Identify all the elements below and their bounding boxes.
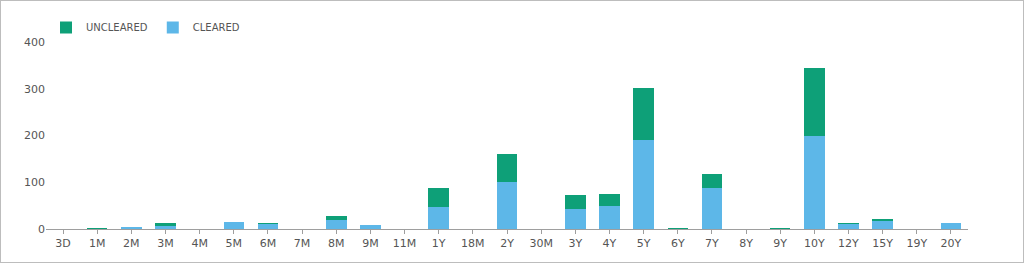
- svg-text:15Y: 15Y: [872, 237, 893, 250]
- svg-text:7Y: 7Y: [705, 237, 719, 250]
- svg-text:7M: 7M: [294, 237, 311, 250]
- svg-text:20Y: 20Y: [941, 237, 962, 250]
- svg-text:9Y: 9Y: [773, 237, 787, 250]
- svg-text:1M: 1M: [89, 237, 106, 250]
- svg-text:18M: 18M: [461, 237, 485, 250]
- svg-text:9M: 9M: [362, 237, 379, 250]
- svg-text:11M: 11M: [393, 237, 417, 250]
- svg-text:6M: 6M: [260, 237, 277, 250]
- svg-text:1Y: 1Y: [432, 237, 446, 250]
- svg-text:10Y: 10Y: [804, 237, 825, 250]
- svg-text:4M: 4M: [191, 237, 208, 250]
- svg-text:6Y: 6Y: [671, 237, 685, 250]
- svg-text:300: 300: [24, 83, 45, 96]
- svg-text:2Y: 2Y: [500, 237, 514, 250]
- svg-text:5Y: 5Y: [637, 237, 651, 250]
- svg-text:8M: 8M: [328, 237, 345, 250]
- svg-text:400: 400: [24, 36, 45, 49]
- svg-text:12Y: 12Y: [838, 237, 859, 250]
- svg-text:200: 200: [24, 129, 45, 142]
- svg-text:30M: 30M: [529, 237, 553, 250]
- svg-text:4Y: 4Y: [603, 237, 617, 250]
- svg-text:3Y: 3Y: [568, 237, 582, 250]
- svg-text:0: 0: [38, 223, 45, 236]
- svg-text:8Y: 8Y: [739, 237, 753, 250]
- svg-text:3D: 3D: [55, 237, 70, 250]
- svg-text:CLEARED: CLEARED: [193, 22, 240, 33]
- svg-text:2M: 2M: [123, 237, 140, 250]
- svg-text:5M: 5M: [226, 237, 243, 250]
- svg-text:3M: 3M: [157, 237, 174, 250]
- svg-text:UNCLEARED: UNCLEARED: [86, 22, 148, 33]
- svg-text:19Y: 19Y: [906, 237, 927, 250]
- svg-text:100: 100: [24, 176, 45, 189]
